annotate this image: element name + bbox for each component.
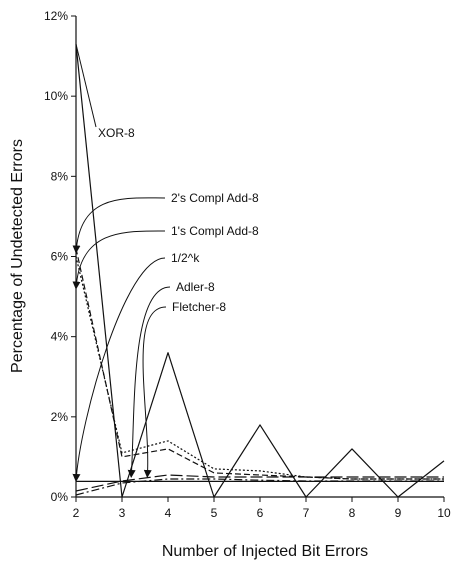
annotation-label-fletcher-8: Fletcher-8 — [172, 300, 226, 314]
annotation-arrow — [142, 306, 167, 478]
y-tick-label: 10% — [44, 89, 68, 103]
annotation-layer: XOR-8 2's Compl Add-8 1's Compl Add-8 1/2^k… — [72, 43, 259, 482]
series-adler-8 — [75, 474, 444, 492]
annotation-label-xor-8: XOR-8 — [98, 126, 135, 140]
x-tick-label: 8 — [349, 506, 356, 520]
x-tick-label: 5 — [211, 506, 218, 520]
annotation-label-adler-8: Adler-8 — [176, 280, 215, 294]
annotation-label-1-2-k: 1/2^k — [171, 251, 200, 265]
x-tick-label: 4 — [165, 506, 172, 520]
annotation-line — [75, 43, 97, 128]
series-2-s-compl-add-8 — [75, 248, 444, 480]
y-tick-label: 12% — [44, 9, 68, 23]
annotation-arrow — [72, 257, 166, 482]
series-xor-8 — [75, 44, 445, 498]
x-tick-label: 9 — [395, 506, 402, 520]
x-tick-label: 7 — [303, 506, 310, 520]
plot-area: 0% 2% 4% 6% 8% 10% 12% 2 3 4 5 6 7 8 9 10 — [44, 9, 451, 520]
annotation-label-1-s-compl-add-8: 1's Compl Add-8 — [171, 224, 259, 238]
series-layer — [75, 44, 445, 498]
y-axis-title: Percentage of Undetected Errors — [9, 139, 26, 373]
x-tick-label: 3 — [119, 506, 126, 520]
x-tick-label: 10 — [437, 506, 451, 520]
annotation-label-2-s-compl-add-8: 2's Compl Add-8 — [171, 191, 259, 205]
annotation-arrow — [127, 286, 171, 478]
x-tick-label: 6 — [257, 506, 264, 520]
x-tick-label: 2 — [73, 506, 80, 520]
y-tick-label: 8% — [51, 169, 69, 183]
series-1-s-compl-add-8 — [75, 256, 444, 480]
x-axis-title: Number of Injected Bit Errors — [162, 543, 368, 560]
annotation-arrow — [72, 230, 166, 290]
series-fletcher-8 — [75, 478, 444, 496]
y-tick-label: 6% — [51, 250, 69, 264]
y-tick-label: 2% — [51, 410, 69, 424]
annotation-arrow — [72, 197, 166, 254]
y-tick-label: 0% — [51, 490, 69, 504]
y-tick-label: 4% — [51, 330, 69, 344]
